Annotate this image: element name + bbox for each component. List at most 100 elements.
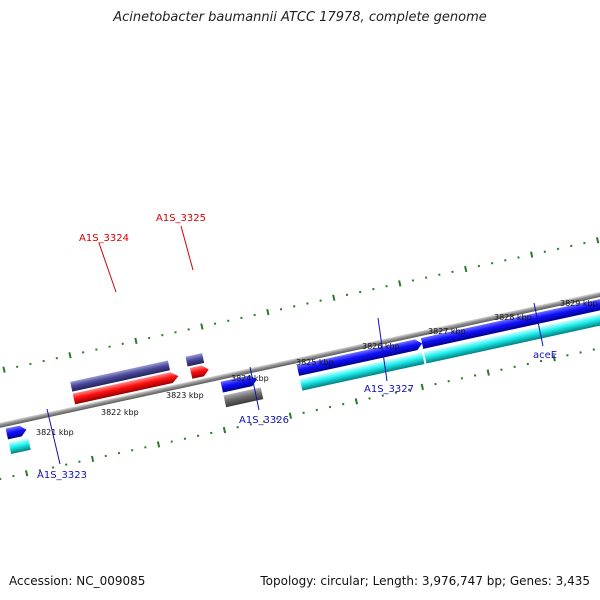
scale-tick-top <box>543 250 547 253</box>
callout-line-a1s-3323 <box>46 408 61 465</box>
scale-tick-bottom <box>381 394 384 397</box>
scale-tick-bottom <box>144 446 147 449</box>
gene-arrow-a1s-3324-rna[interactable] <box>72 371 180 405</box>
scale-tick-bottom <box>473 374 477 377</box>
scale-tick-bottom <box>592 348 595 351</box>
bottom-tick-row <box>0 348 595 481</box>
callout-line-a1s-3325 <box>180 225 194 271</box>
scale-tick-top <box>451 270 454 274</box>
gene-arrow-a1s-3324[interactable] <box>70 360 170 392</box>
scale-tick-top <box>358 290 362 294</box>
gene-arrow-a1s-3326[interactable] <box>220 374 259 393</box>
scale-tick-bottom <box>104 454 107 458</box>
scale-tick-top <box>595 237 600 244</box>
gene-arrow-a1s-3323-rna[interactable] <box>8 438 31 455</box>
scale-tick-top <box>240 316 243 320</box>
scale-tick-bottom <box>302 411 305 415</box>
scale-tick-top <box>81 351 85 354</box>
scale-tick-top <box>306 302 309 305</box>
scale-label: 3829 kbp <box>560 299 598 308</box>
gene-arrow-a1s-3323[interactable] <box>5 424 28 440</box>
scale-tick-bottom <box>249 423 253 426</box>
scale-label: 3825 kbp <box>296 358 334 367</box>
scale-tick-bottom <box>222 426 227 434</box>
scale-tick-top <box>187 328 190 331</box>
gene-arrow-a1s-3326-other[interactable] <box>223 387 264 408</box>
scale-tick-top <box>372 287 375 291</box>
scale-tick-top <box>411 279 415 282</box>
gene-label-acee[interactable]: aceE <box>533 350 557 361</box>
scale-tick-bottom <box>51 466 55 469</box>
gene-arrow-a1s-3325[interactable] <box>185 353 205 367</box>
scale-tick-bottom <box>156 441 161 448</box>
scale-tick-bottom <box>486 369 490 376</box>
scale-tick-top <box>55 356 58 360</box>
scale-tick-top <box>345 293 349 297</box>
callout-line-a1s-3324 <box>98 242 117 293</box>
scale-tick-top <box>2 366 6 373</box>
gene-arrow-acee[interactable] <box>420 277 600 349</box>
gene-arrow-acee-rna[interactable] <box>423 290 600 364</box>
callout-line-acee <box>533 302 544 347</box>
scale-tick-bottom <box>38 469 42 472</box>
scale-label: 3822 kbp <box>101 408 139 417</box>
scale-tick-bottom <box>341 403 345 406</box>
scale-tick-bottom <box>434 382 437 386</box>
scale-tick-top <box>266 308 270 316</box>
scale-tick-top <box>517 256 520 259</box>
scale-tick-top <box>95 348 98 351</box>
scale-tick-bottom <box>394 391 398 394</box>
gene-arrow-a1s-3327-rna[interactable] <box>299 352 425 391</box>
scale-tick-bottom <box>407 388 411 392</box>
gene-label-a1s-3325[interactable]: A1S_3325 <box>156 213 206 224</box>
scale-tick-top <box>68 352 72 359</box>
scale-tick-top <box>438 273 441 276</box>
scale-tick-top <box>583 241 586 245</box>
scale-tick-bottom <box>236 426 239 429</box>
scale-tick-top <box>293 305 296 308</box>
scale-tick-bottom <box>460 377 464 380</box>
scale-tick-bottom <box>25 470 29 477</box>
scale-tick-top <box>556 247 560 251</box>
gene-arrow-a1s-3325-rna[interactable] <box>189 364 210 379</box>
scale-tick-bottom <box>78 460 81 463</box>
scale-tick-bottom <box>354 398 358 405</box>
genome-backbone <box>0 258 600 456</box>
scale-tick-bottom <box>90 455 95 462</box>
scale-tick-top <box>227 319 230 322</box>
scale-label: 3824 kbp <box>231 374 269 383</box>
scale-tick-top <box>253 313 256 317</box>
gene-arrow-a1s-3327[interactable] <box>296 338 423 376</box>
scale-tick-bottom <box>526 362 530 366</box>
gene-label-a1s-3323[interactable]: A1S_3323 <box>37 470 87 481</box>
scale-tick-top <box>477 264 481 268</box>
top-tick-row <box>2 237 600 373</box>
scale-tick-bottom <box>276 417 279 420</box>
scale-tick-bottom <box>65 463 68 466</box>
scale-tick-bottom <box>579 351 582 354</box>
scale-tick-bottom <box>368 397 371 400</box>
scale-tick-bottom <box>210 431 213 435</box>
map-title: Acinetobacter baumannii ATCC 17978, comp… <box>113 10 487 25</box>
gene-label-a1s-3327[interactable]: A1S_3327 <box>364 384 414 395</box>
scale-tick-bottom <box>130 449 134 452</box>
scale-tick-bottom <box>262 420 266 423</box>
scale-tick-top <box>570 244 573 248</box>
scale-label: 3827 kbp <box>428 327 466 336</box>
gene-label-a1s-3324[interactable]: A1S_3324 <box>79 233 129 244</box>
scale-tick-bottom <box>196 434 200 438</box>
scale-tick-bottom <box>183 437 187 440</box>
scale-tick-bottom <box>500 368 503 371</box>
scale-tick-top <box>319 299 322 302</box>
scale-tick-top <box>174 331 177 334</box>
scale-tick-top <box>213 322 217 325</box>
scale-tick-top <box>200 323 204 330</box>
scale-label: 3821 kbp <box>36 428 74 437</box>
scale-tick-top <box>332 294 336 301</box>
scale-tick-top <box>134 337 138 345</box>
scale-tick-top <box>279 308 283 311</box>
gene-label-a1s-3326[interactable]: A1S_3326 <box>239 415 289 426</box>
scale-label: 3828 kbp <box>494 313 532 322</box>
scale-tick-bottom <box>539 359 543 363</box>
accession-text: Accession: NC_009085 <box>9 574 146 588</box>
